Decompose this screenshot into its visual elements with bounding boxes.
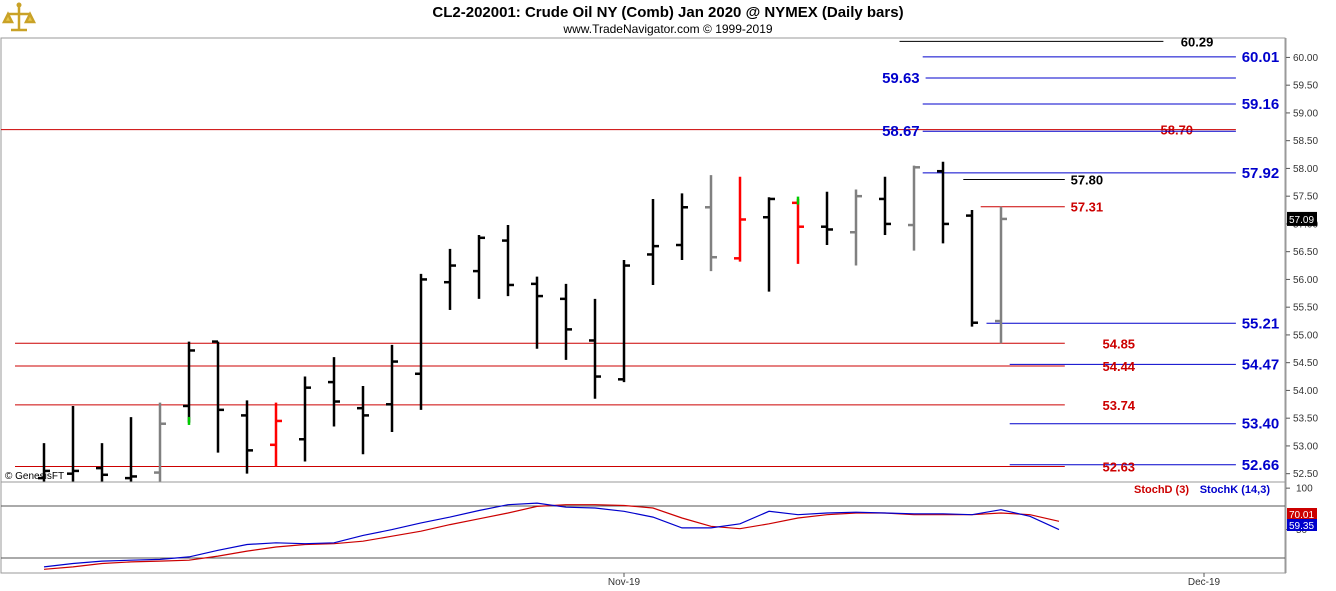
- stoch-last-label: 70.01: [1289, 510, 1314, 521]
- level-label: 55.21: [1242, 315, 1280, 332]
- ohlc-bar: [763, 197, 775, 292]
- level-label: 57.92: [1242, 165, 1280, 182]
- ohlc-bar: [270, 402, 282, 468]
- ohlc-bar: [531, 276, 543, 349]
- stochastic-series-line: [43, 502, 1060, 568]
- ohlc-bar: [125, 417, 137, 485]
- price-tick-label: 54.00: [1293, 386, 1318, 397]
- level-label: 52.63: [1103, 459, 1136, 474]
- chart-subtitle: www.TradeNavigator.com © 1999-2019: [562, 22, 772, 36]
- price-tick-label: 53.00: [1293, 441, 1318, 452]
- price-panel-frame: [0, 37, 1286, 483]
- date-axis: Nov-19 Dec-19: [608, 573, 1221, 588]
- level-label: 58.67: [882, 123, 920, 140]
- ohlc-bar: [154, 402, 166, 484]
- ohlc-bar: [589, 298, 601, 399]
- level-label: 59.63: [882, 70, 920, 87]
- ohlc-bar: [850, 189, 862, 266]
- chart-header: CL2-202001: Crude Oil NY (Comb) Jan 2020…: [1, 2, 904, 36]
- price-tick-label: 52.50: [1293, 469, 1318, 480]
- last-price-label: 57.09: [1289, 215, 1314, 226]
- ohlc-bar: [241, 400, 253, 474]
- stoch-last-badge: [1287, 508, 1317, 520]
- ohlc-bar: [67, 405, 79, 482]
- levels-layer: 60.29 60.01 59.63 59.16 58.70 58.67 57.92 57.80…: [1, 34, 1279, 474]
- stoch-k-legend: StochK (14,3): [1200, 484, 1271, 496]
- level-label: 59.16: [1242, 96, 1280, 113]
- ohlc-bar: [415, 273, 427, 410]
- stoch-tick-label: 100: [1296, 484, 1313, 495]
- ohlc-bar: [212, 340, 224, 453]
- ohlc-bar: [705, 175, 717, 272]
- ohlc-bar: [444, 248, 456, 310]
- last-price-badge: [1287, 211, 1317, 226]
- ohlc-bar: [734, 176, 746, 262]
- price-tick-label: 54.50: [1293, 358, 1318, 369]
- bars-layer: [38, 161, 1007, 485]
- price-tick-label: 57.50: [1293, 192, 1318, 203]
- ohlc-bar: [502, 225, 514, 297]
- price-tick-label: 58.50: [1293, 136, 1318, 147]
- price-tick-label: 56.00: [1293, 275, 1318, 286]
- level-label: 54.47: [1242, 356, 1280, 373]
- date-tick-label: Nov-19: [608, 577, 641, 588]
- ohlc-bar: [647, 198, 659, 285]
- ohlc-bar: [676, 193, 688, 260]
- ohlc-bar: [357, 385, 369, 455]
- level-label: 57.80: [1071, 173, 1104, 188]
- price-tick-label: 59.50: [1293, 81, 1318, 92]
- ohlc-bar: [38, 443, 50, 485]
- ohlc-bar: [328, 357, 340, 427]
- ohlc-bar: [560, 283, 572, 360]
- genesis-logo-icon: [1, 2, 37, 34]
- price-tick-label: 55.50: [1293, 303, 1318, 314]
- level-label: 53.40: [1242, 416, 1280, 433]
- level-label: 60.29: [1181, 34, 1214, 49]
- ohlc-bar: [937, 161, 949, 244]
- price-tick-label: 58.00: [1293, 164, 1318, 175]
- price-axis-area: [1286, 38, 1335, 573]
- stoch-last-badge: [1287, 519, 1317, 531]
- price-tick-label: 55.00: [1293, 330, 1318, 341]
- stoch-d-legend: StochD (3): [1134, 484, 1189, 496]
- level-label: 60.01: [1242, 49, 1280, 66]
- ohlc-bar: [995, 206, 1007, 344]
- price-axis: 52.50 53.00 53.50 54.00 54.50 55.00 55.50 56.00…: [1286, 53, 1318, 480]
- ohlc-bar: [821, 191, 833, 246]
- ohlc-bar: [96, 443, 108, 485]
- level-label: 54.44: [1103, 359, 1136, 374]
- level-label: 57.31: [1071, 200, 1104, 215]
- ohlc-bar: [183, 341, 195, 423]
- ohlc-bar: [966, 210, 978, 327]
- date-tick-label: Dec-19: [1188, 577, 1221, 588]
- price-tick-label: 56.50: [1293, 247, 1318, 258]
- ohlc-bar: [386, 344, 398, 433]
- level-label: 54.85: [1103, 336, 1136, 351]
- level-label: 58.70: [1161, 123, 1194, 138]
- stoch-last-label: 59.35: [1289, 521, 1314, 532]
- chart-title: CL2-202001: Crude Oil NY (Comb) Jan 2020…: [432, 4, 903, 21]
- ohlc-bar: [299, 376, 311, 462]
- ohlc-bar: [908, 165, 920, 251]
- ohlc-bar: [473, 235, 485, 299]
- ohlc-bar: [618, 260, 630, 383]
- price-tick-label: 53.50: [1293, 414, 1318, 425]
- level-label: 53.74: [1103, 398, 1136, 413]
- ohlc-bar: [879, 176, 891, 236]
- watermark: © GenesisFT: [5, 471, 64, 482]
- level-label: 52.66: [1242, 457, 1280, 474]
- stochastic-layer: [43, 502, 1060, 570]
- ohlc-bar: [792, 198, 804, 264]
- price-tick-label: 60.00: [1293, 53, 1318, 64]
- price-tick-label: 59.00: [1293, 108, 1318, 119]
